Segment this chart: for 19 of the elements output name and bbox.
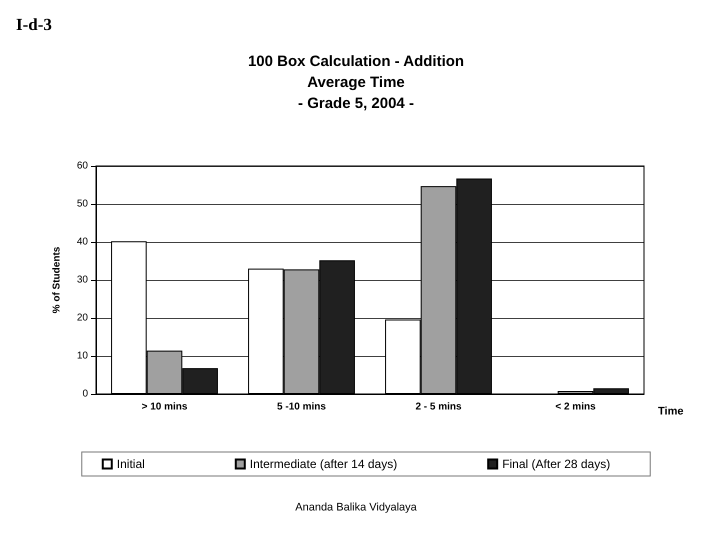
y-axis-title: % of Students	[52, 246, 62, 314]
y-tick-label: 60	[76, 160, 88, 172]
legend-label: Initial	[116, 457, 145, 471]
legend-label: Final (After 28 days)	[502, 457, 610, 471]
x-tick-label: 5 -10 mins	[277, 402, 326, 412]
x-axis-title: Time	[658, 406, 684, 418]
x-tick-label: 2 - 5 mins	[415, 402, 462, 412]
text: I-d-3	[16, 15, 52, 34]
x-tick-label: > 10 mins	[142, 402, 188, 412]
y-tick-label: 40	[76, 236, 88, 248]
y-tick-label: 10	[76, 350, 88, 362]
legend-label: Intermediate (after 14 days)	[250, 457, 398, 471]
y-tick-label: 0	[82, 388, 88, 400]
y-tick-label: 20	[76, 312, 88, 324]
y-tick-label: 30	[76, 274, 88, 286]
text: Ananda Balika Vidyalaya	[295, 502, 418, 514]
y-tick-label: 50	[76, 198, 88, 210]
x-tick-label: < 2 mins	[555, 402, 596, 412]
chart-title: 100 Box Calculation - Addition Average Time - Grade 5, 2004 -	[248, 53, 464, 112]
